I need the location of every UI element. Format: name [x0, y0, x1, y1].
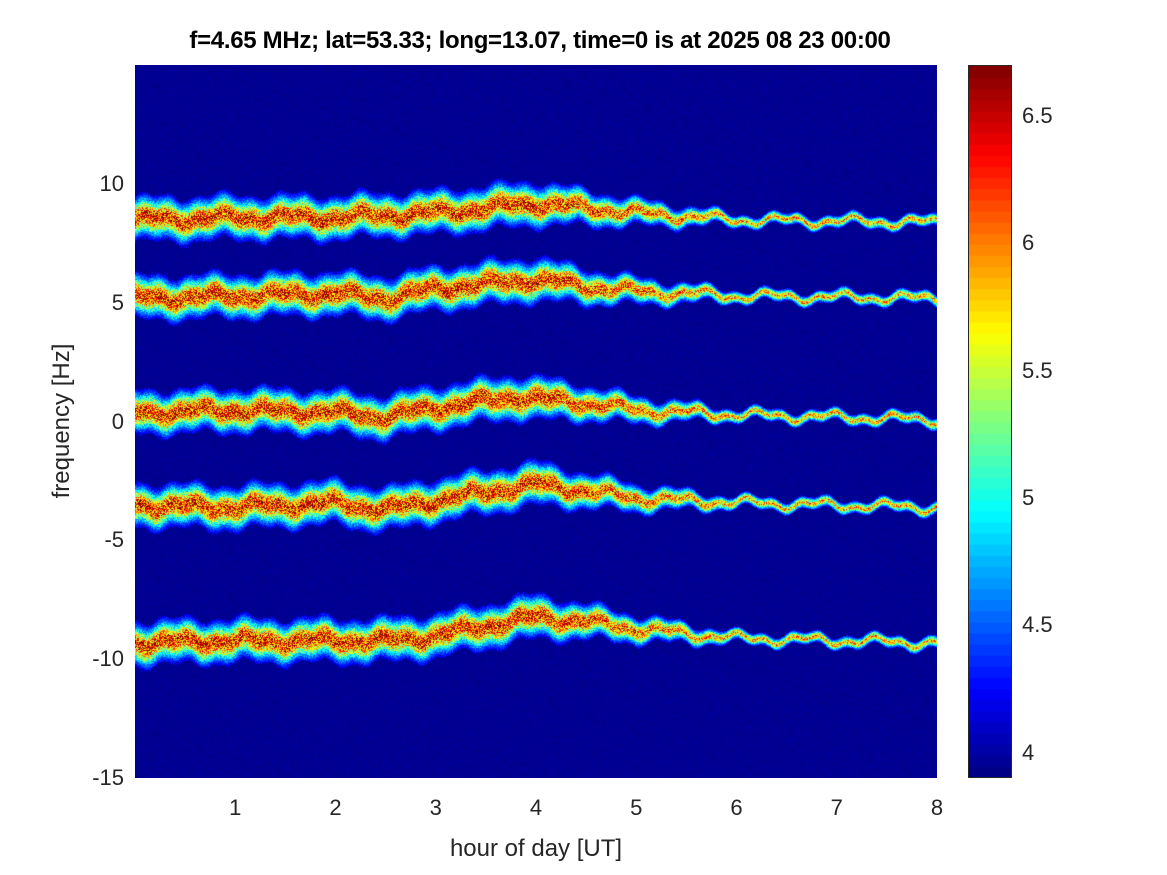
y-axis-label: frequency [Hz] [48, 343, 75, 499]
trace-5 [135, 65, 937, 778]
x-tick-label: 2 [329, 795, 342, 820]
x-tick-label: 5 [630, 795, 643, 820]
spectrogram-axes [135, 65, 937, 778]
x-tick-label: 7 [830, 795, 843, 820]
colorbar-tick-label: 5 [1022, 484, 1035, 510]
colorbar [968, 65, 1012, 778]
x-tick-label: 4 [529, 795, 543, 820]
y-tick-label: -15 [92, 765, 124, 790]
chart-title: f=4.65 MHz; lat=53.33; long=13.07, time=… [189, 27, 891, 54]
colorbar-tick-label: 6.5 [1022, 102, 1053, 128]
x-axis-label: hour of day [UT] [449, 835, 623, 862]
y-tick-label: -10 [92, 646, 124, 672]
x-tick-label: 8 [930, 795, 944, 820]
x-tick-label: 3 [429, 795, 442, 820]
x-tick-label: 6 [730, 795, 743, 820]
colorbar-tick-label: 5.5 [1022, 357, 1053, 383]
colorbar-tick-label: 4.5 [1022, 612, 1053, 638]
y-tick-label: 0 [111, 408, 124, 434]
y-tick-label: 5 [111, 289, 124, 315]
y-tick-label: -5 [104, 527, 124, 553]
colorbar-tick-label: 6 [1022, 230, 1035, 256]
x-tick-label: 1 [229, 795, 242, 820]
y-tick-label: 10 [99, 170, 124, 196]
colorbar-tick-label: 4 [1022, 739, 1035, 765]
